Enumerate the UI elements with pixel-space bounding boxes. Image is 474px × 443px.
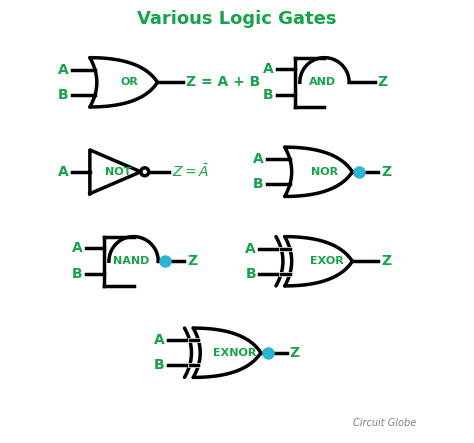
Text: A: A bbox=[154, 334, 164, 347]
Text: A: A bbox=[72, 241, 82, 256]
Text: EXNOR: EXNOR bbox=[213, 348, 257, 358]
Text: B: B bbox=[72, 267, 82, 281]
Text: Z: Z bbox=[378, 75, 388, 89]
Text: B: B bbox=[263, 88, 273, 102]
Text: Z: Z bbox=[381, 254, 391, 268]
Text: OR: OR bbox=[121, 78, 138, 87]
Text: Various Logic Gates: Various Logic Gates bbox=[137, 10, 337, 27]
Text: B: B bbox=[154, 358, 164, 372]
Text: A: A bbox=[58, 165, 69, 179]
Text: Z = A + B: Z = A + B bbox=[186, 75, 260, 89]
Text: B: B bbox=[246, 267, 256, 280]
Text: Z: Z bbox=[187, 254, 197, 268]
Text: $Z = \bar{A}$: $Z = \bar{A}$ bbox=[172, 163, 209, 180]
Text: NAND: NAND bbox=[113, 256, 150, 266]
Text: B: B bbox=[58, 88, 69, 101]
Text: A: A bbox=[263, 62, 273, 77]
Text: B: B bbox=[253, 177, 264, 191]
Text: EXOR: EXOR bbox=[310, 256, 343, 266]
Text: Z: Z bbox=[381, 165, 391, 179]
Text: NOR: NOR bbox=[311, 167, 338, 177]
Text: AND: AND bbox=[309, 78, 336, 87]
Text: A: A bbox=[246, 242, 256, 256]
Text: A: A bbox=[253, 152, 264, 167]
Text: Circuit Globe: Circuit Globe bbox=[353, 418, 416, 428]
Text: Z: Z bbox=[290, 346, 300, 360]
Text: A: A bbox=[58, 63, 69, 77]
Text: NOT: NOT bbox=[104, 167, 131, 177]
